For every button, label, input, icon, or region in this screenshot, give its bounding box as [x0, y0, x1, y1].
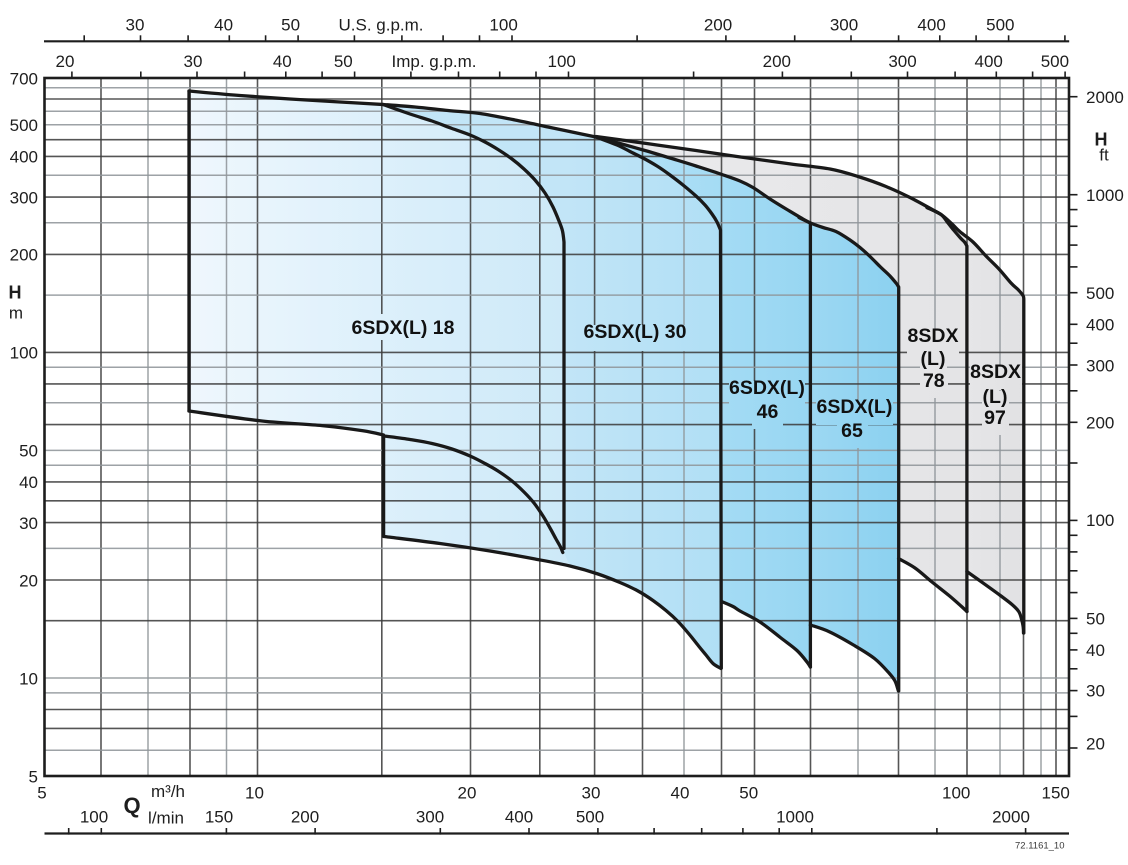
svg-text:200: 200	[10, 246, 38, 265]
svg-text:20: 20	[19, 571, 38, 590]
svg-text:50: 50	[19, 442, 38, 461]
svg-text:40: 40	[273, 52, 292, 71]
svg-text:200: 200	[763, 52, 791, 71]
svg-text:300: 300	[830, 16, 858, 35]
svg-text:100: 100	[489, 16, 517, 35]
svg-text:100: 100	[80, 808, 108, 827]
svg-text:H: H	[9, 282, 22, 302]
svg-text:20: 20	[458, 783, 477, 802]
svg-text:40: 40	[671, 783, 690, 802]
svg-text:500: 500	[1041, 52, 1069, 71]
svg-text:50: 50	[1086, 610, 1105, 629]
svg-text:100: 100	[548, 52, 576, 71]
svg-text:40: 40	[19, 473, 38, 492]
svg-text:400: 400	[975, 52, 1003, 71]
svg-text:1000: 1000	[1086, 186, 1124, 205]
svg-text:30: 30	[19, 514, 38, 533]
svg-text:m: m	[9, 304, 23, 323]
svg-text:150: 150	[205, 808, 233, 827]
svg-text:50: 50	[334, 52, 353, 71]
svg-text:30: 30	[184, 52, 203, 71]
svg-text:m³/h: m³/h	[151, 782, 185, 801]
svg-text:Imp. g.p.m.: Imp. g.p.m.	[391, 52, 476, 71]
svg-text:97: 97	[984, 407, 1006, 429]
svg-text:400: 400	[917, 16, 945, 35]
svg-text:300: 300	[888, 52, 916, 71]
svg-text:6SDX(L): 6SDX(L)	[816, 396, 892, 418]
svg-text:(L): (L)	[921, 348, 946, 370]
svg-text:ft: ft	[1099, 146, 1109, 165]
svg-text:1000: 1000	[776, 808, 814, 827]
svg-text:50: 50	[281, 16, 300, 35]
svg-text:20: 20	[56, 52, 75, 71]
svg-text:40: 40	[1086, 641, 1105, 660]
svg-text:72.1161_10: 72.1161_10	[1015, 841, 1065, 852]
svg-text:5: 5	[29, 767, 38, 786]
svg-text:2000: 2000	[992, 808, 1030, 827]
svg-text:8SDX: 8SDX	[970, 361, 1021, 383]
svg-text:6SDX(L) 30: 6SDX(L) 30	[584, 321, 687, 343]
svg-text:100: 100	[942, 783, 970, 802]
svg-text:5: 5	[37, 783, 46, 802]
svg-text:8SDX: 8SDX	[908, 325, 959, 347]
svg-text:20: 20	[1086, 734, 1105, 753]
svg-text:500: 500	[1086, 284, 1114, 303]
svg-text:l/min: l/min	[148, 808, 184, 827]
svg-text:500: 500	[10, 116, 38, 135]
svg-text:H: H	[1095, 129, 1108, 149]
svg-text:Q: Q	[123, 793, 140, 818]
svg-text:400: 400	[1086, 316, 1114, 335]
svg-text:200: 200	[1086, 414, 1114, 433]
svg-text:6SDX(L): 6SDX(L)	[729, 377, 805, 399]
svg-text:500: 500	[986, 16, 1014, 35]
svg-text:30: 30	[1086, 681, 1105, 700]
svg-text:400: 400	[10, 148, 38, 167]
svg-text:40: 40	[214, 16, 233, 35]
svg-text:300: 300	[1086, 356, 1114, 375]
svg-text:300: 300	[10, 188, 38, 207]
svg-text:U.S. g.p.m.: U.S. g.p.m.	[338, 16, 423, 35]
svg-text:6SDX(L) 18: 6SDX(L) 18	[352, 317, 455, 339]
svg-text:100: 100	[10, 344, 38, 363]
svg-text:700: 700	[10, 69, 38, 88]
svg-text:500: 500	[576, 808, 604, 827]
svg-text:200: 200	[704, 16, 732, 35]
svg-text:200: 200	[291, 808, 319, 827]
svg-text:78: 78	[923, 370, 945, 392]
svg-text:150: 150	[1042, 783, 1070, 802]
svg-text:300: 300	[416, 808, 444, 827]
svg-text:(L): (L)	[983, 386, 1008, 408]
svg-text:400: 400	[505, 808, 533, 827]
svg-text:30: 30	[582, 783, 601, 802]
svg-text:65: 65	[841, 420, 863, 442]
svg-text:100: 100	[1086, 511, 1114, 530]
svg-text:10: 10	[19, 669, 38, 688]
svg-text:2000: 2000	[1086, 88, 1124, 107]
svg-text:30: 30	[126, 16, 145, 35]
svg-text:50: 50	[739, 783, 758, 802]
svg-text:10: 10	[245, 783, 264, 802]
svg-text:46: 46	[757, 401, 779, 423]
